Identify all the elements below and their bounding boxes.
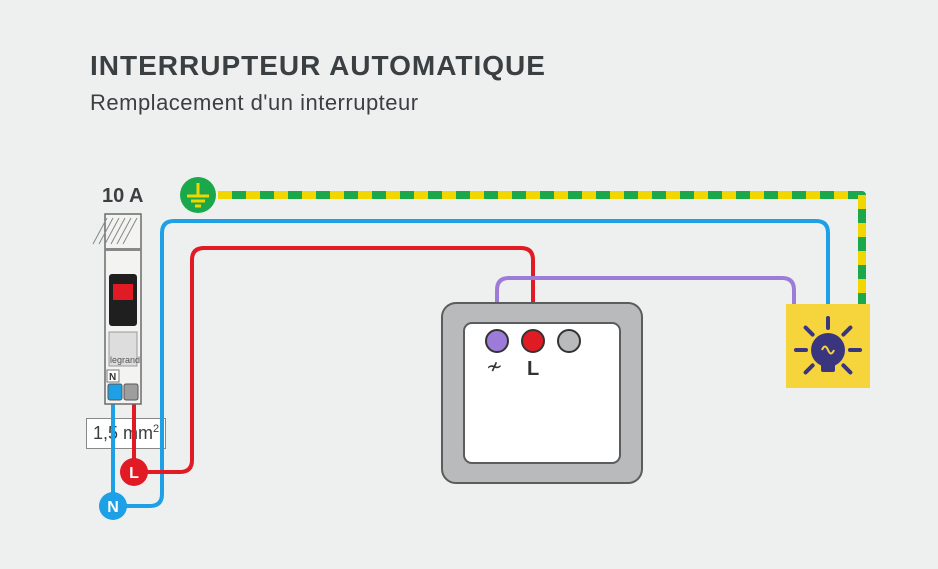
automatic-switch: ≁L [442,303,642,483]
lamp [786,304,870,388]
svg-text:≁: ≁ [486,356,503,378]
switch-L-label: L [527,358,539,380]
svg-text:L: L [129,465,139,482]
svg-text:N: N [107,499,119,516]
switch-terminal-live [522,330,544,352]
breaker-terminal-n [108,384,122,400]
wiring-diagram: legrandN≁LLN [0,0,938,569]
svg-text:legrand: legrand [110,355,140,365]
circuit-breaker: legrand N [93,214,141,404]
switch-terminal-unused [558,330,580,352]
svg-text:N: N [109,372,116,383]
switch-terminal-load [486,330,508,352]
breaker-terminal-l [124,384,138,400]
